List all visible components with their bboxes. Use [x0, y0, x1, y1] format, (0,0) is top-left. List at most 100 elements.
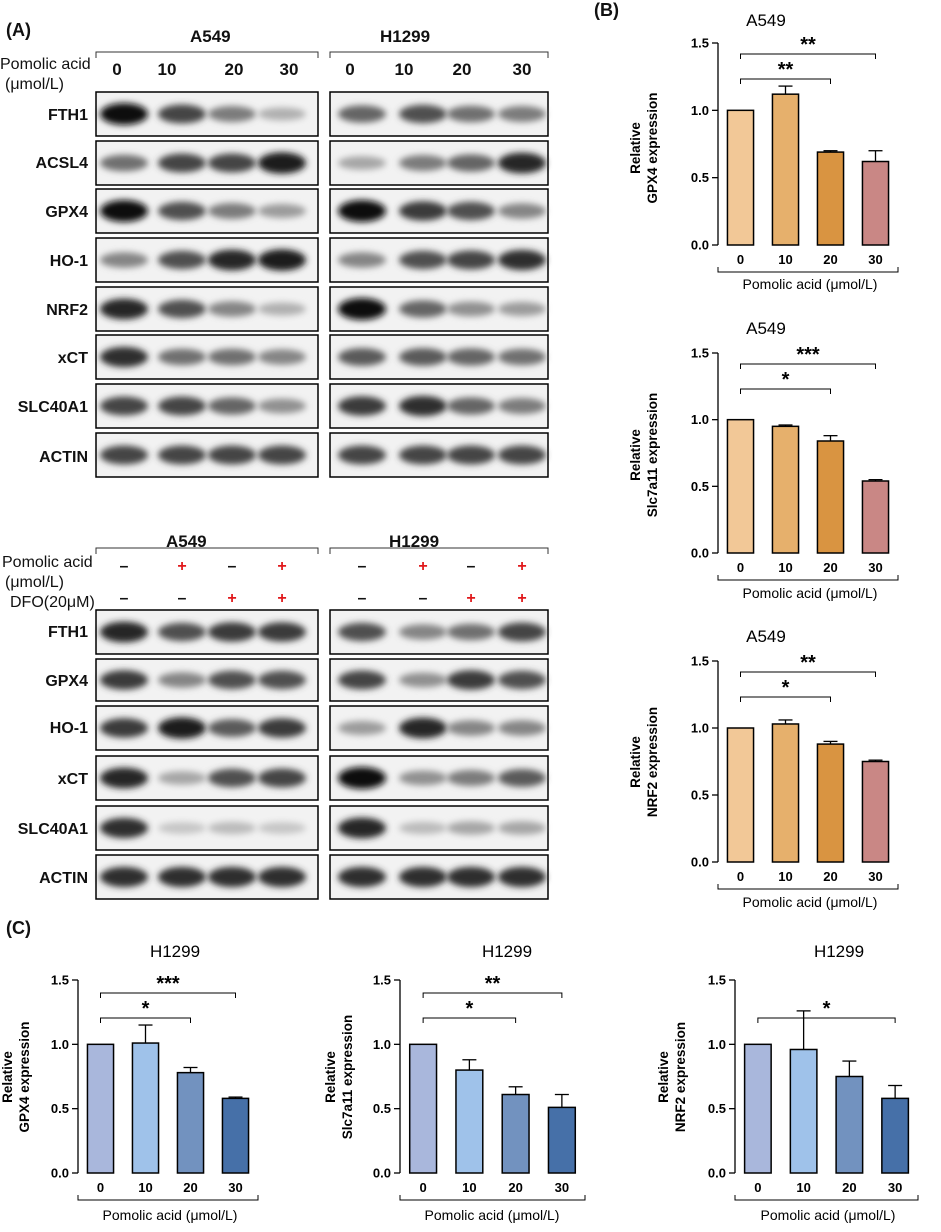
- y-axis-label-line: Slc7a11 expression: [340, 1015, 355, 1140]
- chart-title: A549: [746, 319, 786, 338]
- blot-band: [447, 201, 495, 221]
- blot-band: [258, 349, 306, 365]
- blot-band: [399, 624, 447, 640]
- bar-chart: H1299 0.0 0.5 1.0 1.5 Relative Slc7a11 express…: [323, 942, 586, 1223]
- blot-band: [258, 718, 306, 738]
- significance-bracket: [740, 696, 831, 702]
- blot-band: [258, 822, 306, 834]
- chart-title: A549: [746, 11, 786, 30]
- blot-band: [258, 302, 306, 316]
- x-tick-label: 20: [842, 1180, 856, 1195]
- x-tick-label: 0: [754, 1180, 761, 1195]
- blot-band: [498, 866, 546, 888]
- blot-band: [498, 301, 546, 317]
- y-axis-label-line: GPX4 expression: [17, 1021, 32, 1132]
- bar: [789, 1048, 818, 1174]
- x-tick-label: 10: [778, 869, 792, 884]
- bar: [816, 743, 845, 863]
- blot-band: [399, 672, 447, 688]
- cell-bracket: [329, 51, 549, 58]
- x-bracket: [717, 575, 899, 581]
- bar: [408, 1043, 438, 1174]
- blot-band: [447, 250, 495, 270]
- x-tick-label: 10: [796, 1180, 810, 1195]
- y-tick-label: 0.0: [691, 238, 709, 253]
- bar: [881, 1097, 910, 1174]
- cell-bracket: [329, 547, 549, 554]
- bar: [816, 151, 845, 246]
- blot-top-dose-a549: 20: [224, 60, 244, 79]
- y-tick-label: 0.0: [708, 1166, 726, 1181]
- y-axis-label: Relative Slc7a11 expression: [628, 393, 660, 518]
- bar: [547, 1106, 577, 1174]
- blot-band: [399, 155, 447, 171]
- blot-band: [338, 622, 386, 642]
- blot-bottom-treatment-line2: (μmol/L): [5, 574, 64, 591]
- blot-band: [158, 771, 206, 785]
- y-tick-label: 0.5: [51, 1101, 69, 1116]
- blot-row-label: NRF2: [46, 302, 88, 319]
- bar: [771, 425, 800, 554]
- x-tick-label: 10: [462, 1180, 476, 1195]
- blot-band: [338, 720, 386, 736]
- blot-bottom-cell-h1299: H1299: [389, 532, 440, 551]
- blot-row-label: xCT: [57, 350, 88, 367]
- x-axis-label: Pomolic acid (μmol/L): [743, 585, 878, 601]
- bar: [771, 723, 800, 863]
- y-tick-label: 1.0: [691, 721, 709, 736]
- blot-band: [498, 445, 546, 465]
- blot-row-label: FTH1: [48, 624, 88, 641]
- x-tick-label: 30: [555, 1180, 569, 1195]
- y-axis-label-line: Slc7a11 expression: [645, 393, 660, 518]
- y-tick-label: 0.5: [708, 1101, 726, 1116]
- x-tick-label: 30: [868, 560, 882, 575]
- blot-band: [158, 348, 206, 366]
- blot-band: [258, 768, 306, 788]
- y-axis-label-line: Relative: [628, 122, 643, 174]
- x-tick-label: 20: [823, 252, 837, 267]
- significance-label: *: [465, 998, 473, 1020]
- blot-bottom-cell-a549: A549: [166, 532, 207, 551]
- y-tick-label: 1.0: [708, 1037, 726, 1052]
- blot-band: [100, 718, 148, 738]
- blot-row-label: GPX4: [45, 204, 88, 221]
- pomolic-sign: –: [119, 558, 129, 575]
- blot-bottom-treatment-line1: Pomolic acid: [2, 554, 93, 571]
- y-tick-label: 0.5: [691, 170, 709, 185]
- x-tick-label: 0: [737, 252, 744, 267]
- blot-band: [399, 300, 447, 318]
- significance-bracket: [740, 363, 876, 369]
- blot-band: [498, 769, 546, 787]
- blot-band: [498, 348, 546, 366]
- blot-band: [338, 348, 386, 366]
- blot-top-dose-a549: 0: [112, 60, 122, 79]
- pomolic-sign: –: [357, 558, 367, 575]
- blot-top-cell-h1299: H1299: [380, 27, 431, 46]
- bar: [861, 160, 890, 246]
- y-tick-label: 1.0: [373, 1037, 391, 1052]
- blot-band: [447, 445, 495, 465]
- pomolic-sign: –: [466, 558, 476, 575]
- blot-band: [100, 200, 148, 222]
- blot-band: [100, 298, 148, 320]
- blot-band: [447, 623, 495, 641]
- blot-band: [208, 348, 256, 366]
- bar: [455, 1069, 484, 1174]
- blot-band: [208, 301, 256, 317]
- bar-chart: A549 0.0 0.5 1.0 1.5 Relative NRF2 expression 0…: [628, 627, 899, 910]
- blot-band: [208, 719, 256, 737]
- y-axis-label: Relative NRF2 expression: [656, 1022, 688, 1132]
- blot-band: [498, 152, 546, 174]
- x-bracket: [399, 1195, 586, 1201]
- bar: [176, 1071, 205, 1174]
- blot-band: [447, 397, 495, 415]
- blot-band: [338, 767, 386, 789]
- bar: [221, 1097, 250, 1174]
- blot-band: [208, 821, 256, 835]
- blot-band: [100, 103, 148, 125]
- bar: [771, 93, 800, 246]
- blot-band: [498, 670, 546, 690]
- y-tick-label: 1.0: [691, 103, 709, 118]
- blot-band: [208, 768, 256, 788]
- chart-title: H1299: [482, 942, 532, 961]
